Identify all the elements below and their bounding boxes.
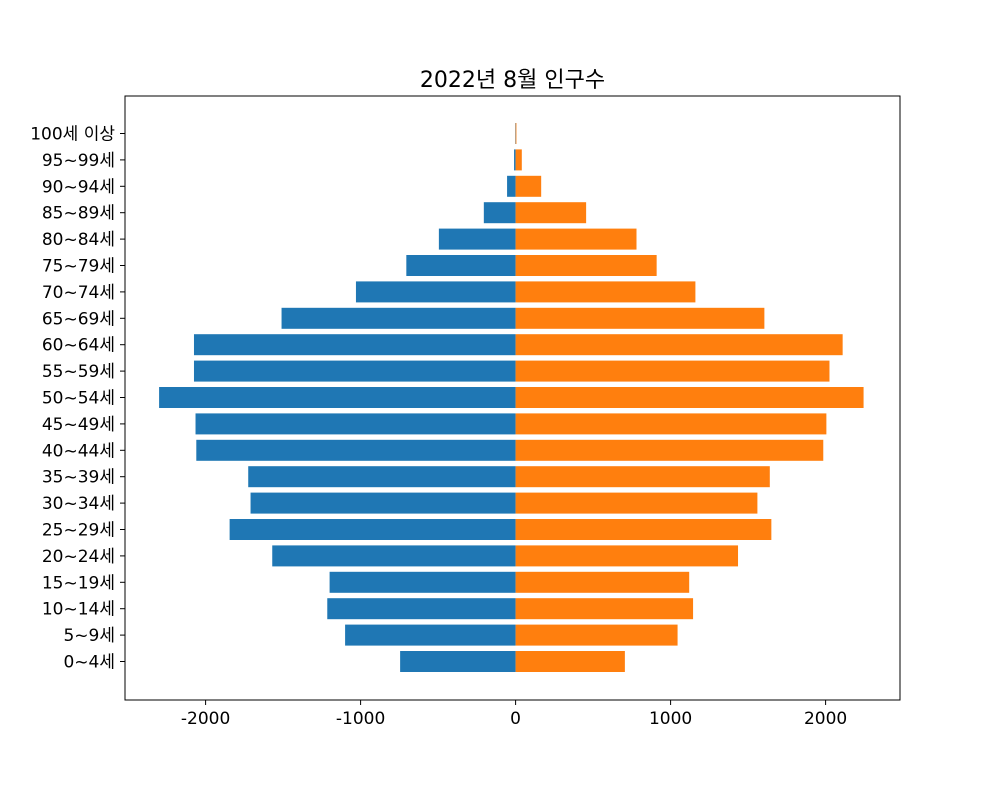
chart-title: 2022년 8월 인구수 (420, 68, 605, 93)
y-tick-label: 90~94세 (42, 177, 115, 197)
y-tick-label: 100세 이상 (30, 125, 115, 145)
bar-series1-3 (329, 571, 516, 593)
y-tick-label: 75~79세 (42, 257, 115, 277)
bar-series2-20 (515, 123, 517, 144)
plot-frame (124, 95, 901, 701)
bar-series1-13 (281, 307, 516, 329)
bar-series2-1 (515, 624, 678, 646)
bar-series2-3 (515, 571, 690, 593)
y-tick-label: 10~14세 (42, 600, 115, 620)
x-tick-label: -1000 (336, 709, 385, 729)
bar-series2-13 (515, 307, 765, 329)
bar-series2-0 (515, 651, 625, 672)
bar-series2-11 (515, 360, 830, 382)
y-tick-label: 80~84세 (42, 230, 115, 250)
y-tick-label: 35~39세 (42, 468, 115, 488)
bar-series2-12 (515, 334, 843, 356)
y-tick-label: 30~34세 (42, 494, 115, 514)
x-tick-label: -2000 (181, 709, 230, 729)
bar-series1-12 (193, 334, 516, 356)
y-tick-label: 70~74세 (42, 283, 115, 303)
y-tick-label: 40~44세 (42, 441, 115, 461)
bar-series1-2 (327, 598, 516, 620)
y-tick-label: 60~64세 (42, 336, 115, 356)
bar-series1-15 (406, 255, 516, 276)
bar-series2-2 (515, 598, 694, 620)
bar-series2-18 (515, 175, 542, 197)
bar-series1-18 (507, 175, 516, 197)
bar-series1-1 (345, 624, 516, 646)
bar-series1-4 (272, 545, 516, 567)
y-tick-label: 50~54세 (42, 389, 115, 409)
bar-series2-7 (515, 466, 770, 488)
y-tick-label: 20~24세 (42, 547, 115, 567)
y-tick-label: 15~19세 (42, 573, 115, 593)
bar-series2-17 (515, 202, 587, 224)
bar-series1-19 (514, 149, 516, 171)
bar-series1-8 (196, 439, 516, 461)
x-tick-label: 0 (510, 709, 521, 729)
bar-series2-14 (515, 281, 696, 303)
bar-series2-9 (515, 413, 827, 435)
bar-series2-4 (515, 545, 739, 567)
y-tick-label: 95~99세 (42, 151, 115, 171)
x-axis: -2000 -1000 0 1000 2000 (181, 700, 847, 729)
bar-series1-0 (400, 651, 516, 672)
y-tick-label: 25~29세 (42, 521, 115, 541)
y-tick-label: 0~4세 (63, 653, 115, 673)
bar-series1-5 (229, 519, 516, 540)
bar-series1-9 (195, 413, 516, 435)
bar-series1-6 (250, 492, 516, 514)
bar-series1-14 (355, 281, 516, 303)
y-axis: 0~4세 5~9세 10~14세 15~19세 20~24세 25~29세 30~34세 35… (30, 125, 125, 673)
y-tick-label: 85~89세 (42, 204, 115, 224)
y-tick-label: 5~9세 (63, 626, 115, 646)
bar-series1-10 (159, 387, 516, 408)
y-tick-label: 65~69세 (42, 309, 115, 329)
y-tick-label: 45~49세 (42, 415, 115, 435)
bar-series2-5 (515, 519, 772, 540)
bar-series2-16 (515, 228, 637, 250)
bar-series2-6 (515, 492, 758, 514)
bar-series1-16 (438, 228, 516, 250)
y-tick-label: 55~59세 (42, 362, 115, 382)
bar-series2-15 (515, 255, 657, 276)
x-tick-label: 1000 (649, 709, 692, 729)
bar-series1-17 (483, 202, 516, 224)
bar-series2-8 (515, 439, 824, 461)
bars-layer (159, 123, 864, 672)
bar-series1-7 (248, 466, 516, 488)
x-tick-label: 2000 (804, 709, 847, 729)
bar-series1-11 (193, 360, 516, 382)
bar-series2-19 (515, 149, 522, 171)
bar-series2-10 (515, 387, 864, 408)
